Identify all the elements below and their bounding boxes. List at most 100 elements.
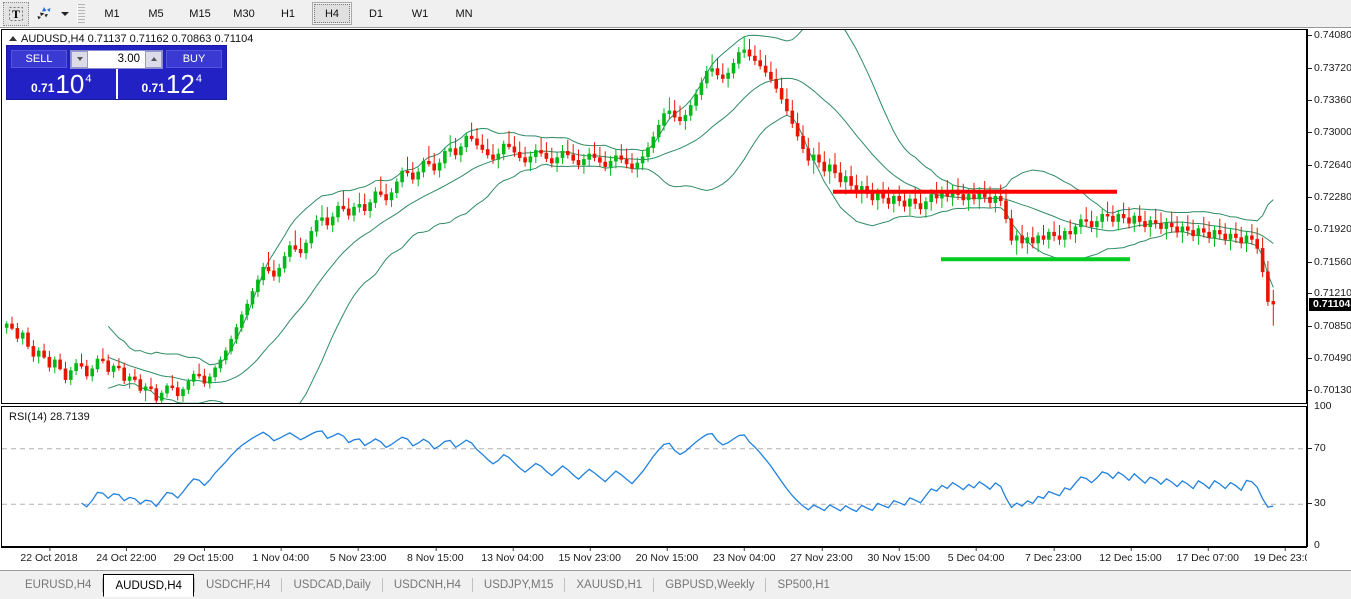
objects-tool-icon[interactable] <box>32 3 58 25</box>
timeframe-button-m1[interactable]: M1 <box>104 7 120 20</box>
buy-price-fraction: 4 <box>195 73 202 85</box>
rsi-indicator-pane[interactable]: RSI(14) 28.7139 <box>1 406 1307 547</box>
candle-body <box>101 358 105 362</box>
candle-body <box>998 196 1003 202</box>
time-axis-label: 22 Oct 2018 <box>20 548 78 564</box>
time-axis-label: 27 Nov 23:00 <box>790 548 853 564</box>
candle-body <box>710 68 714 72</box>
volume-increase-button[interactable] <box>145 50 162 68</box>
candle-body <box>410 172 415 180</box>
sell-price-quote[interactable]: 0.71 10 4 <box>7 69 116 99</box>
candle-body <box>293 245 298 250</box>
volume-stepper[interactable]: 3.00 <box>70 49 163 69</box>
time-axis-label: 8 Nov 15:00 <box>407 548 464 564</box>
candle-body <box>592 153 597 158</box>
timeframe-button-m5[interactable]: M5 <box>148 7 164 20</box>
candle-body <box>908 198 912 207</box>
bollinger-middle-band <box>108 77 1274 384</box>
candle-body <box>1159 222 1163 229</box>
chart-tab-usdchf-h4[interactable]: USDCHF,H4 <box>205 579 271 591</box>
buy-price-quote[interactable]: 0.71 12 4 <box>115 69 227 99</box>
chart-tab-usdcnh-h4[interactable]: USDCNH,H4 <box>393 579 461 591</box>
candle-body <box>58 359 62 370</box>
candle-body <box>1084 219 1088 222</box>
timeframe-button-m15[interactable]: M15 <box>189 7 211 20</box>
candle-body <box>726 72 730 79</box>
price-scale-label: 0.72640 <box>1308 159 1351 171</box>
timeframe-button-h4[interactable]: H4 <box>312 2 352 25</box>
candle-body <box>95 358 100 370</box>
candle-body <box>111 365 116 372</box>
chart-tab-eurusd-h4[interactable]: EURUSD,H4 <box>25 579 92 591</box>
candle-body <box>245 303 249 316</box>
candle-body <box>1057 235 1062 240</box>
candle-body <box>346 208 351 216</box>
candle-body <box>549 158 554 164</box>
candle-body <box>694 94 698 106</box>
toolbar-grip[interactable] <box>77 4 85 23</box>
timeframe-button-m30[interactable]: M30 <box>233 7 255 20</box>
candle-body <box>555 157 559 164</box>
chart-tab-gbpusd-weekly[interactable]: GBPUSD,Weekly <box>665 579 755 591</box>
price-scale-labels: 0.74080 0.73720 0.73360 0.73000 0.72640 0.722… <box>1308 29 1351 409</box>
timeframe-button-h1[interactable]: H1 <box>280 7 296 20</box>
price-candles-svg <box>4 30 1276 403</box>
time-axis-label: 5 Nov 23:00 <box>330 548 386 564</box>
price-scale-column[interactable]: 0.74080 0.73720 0.73360 0.73000 0.72640 0.722… <box>1307 29 1351 551</box>
price-scale-label: 0.70130 <box>1308 385 1351 396</box>
candle-body <box>811 154 816 161</box>
candle-body <box>972 194 976 200</box>
candle-body <box>539 150 543 154</box>
buy-button[interactable]: BUY <box>166 50 222 68</box>
price-scale-label: 0.71560 <box>1308 256 1351 268</box>
candle-body <box>565 151 570 156</box>
chart-symbol-ohlc-label: AUDUSD,H4 0.71137 0.71162 0.70863 0.7110… <box>9 33 257 45</box>
sell-price-big: 10 <box>55 69 85 99</box>
volume-decrease-button[interactable] <box>71 50 88 68</box>
candle-body <box>181 389 185 397</box>
sell-button[interactable]: SELL <box>11 50 67 68</box>
timeframe-button-d1[interactable]: D1 <box>368 7 384 20</box>
candle-body <box>966 194 971 201</box>
candle-body <box>480 144 485 150</box>
candle-body <box>1191 230 1195 237</box>
candle-body <box>501 143 506 155</box>
candle-body <box>1052 231 1056 237</box>
candle-body <box>1148 220 1153 228</box>
candle-body <box>208 376 212 384</box>
candle-body <box>47 356 52 368</box>
candle-body <box>512 146 517 153</box>
chart-tab-xauusd-h1[interactable]: XAUUSD,H1 <box>576 579 643 591</box>
volume-input[interactable]: 3.00 <box>88 53 145 65</box>
candle-body <box>662 113 666 126</box>
timeframe-button-w1[interactable]: W1 <box>411 7 429 20</box>
timeframe-button-mn[interactable]: MN <box>455 7 473 20</box>
candle-body <box>929 194 934 202</box>
candle-body <box>69 370 73 380</box>
candle-body <box>90 368 94 377</box>
candle-body <box>85 365 89 377</box>
time-axis-label: 24 Oct 22:00 <box>96 548 156 564</box>
candle-body <box>475 138 479 146</box>
price-scale-label: 0.73720 <box>1308 62 1351 74</box>
sell-price-prefix: 0.71 <box>31 81 55 95</box>
candle-body <box>886 197 891 204</box>
candle-body <box>416 171 421 180</box>
candle-body <box>186 381 191 390</box>
text-tool-icon[interactable]: T <box>3 1 29 26</box>
price-scale-label: 0.70490 <box>1308 352 1351 364</box>
candle-body <box>934 194 939 199</box>
chart-tab-audusd-h4[interactable]: AUDUSD,H4 <box>103 574 194 597</box>
candle-body <box>1132 215 1137 224</box>
one-click-trading-panel[interactable]: SELL 3.00 BUY 0.71 10 4 0.71 12 4 <box>7 46 226 99</box>
objects-dropdown-arrow[interactable] <box>58 3 71 25</box>
candle-body <box>624 159 629 165</box>
candle-body <box>314 220 319 232</box>
chart-tab-sp500-h1[interactable]: SP500,H1 <box>777 579 830 591</box>
chart-tab-usdjpy-m15[interactable]: USDJPY,M15 <box>483 579 554 591</box>
chart-tab-usdcad-daily[interactable]: USDCAD,Daily <box>293 579 371 591</box>
candle-body <box>736 52 741 64</box>
collapse-triangle-icon[interactable] <box>9 35 17 41</box>
candle-body <box>368 202 372 212</box>
candle-body <box>459 146 463 156</box>
